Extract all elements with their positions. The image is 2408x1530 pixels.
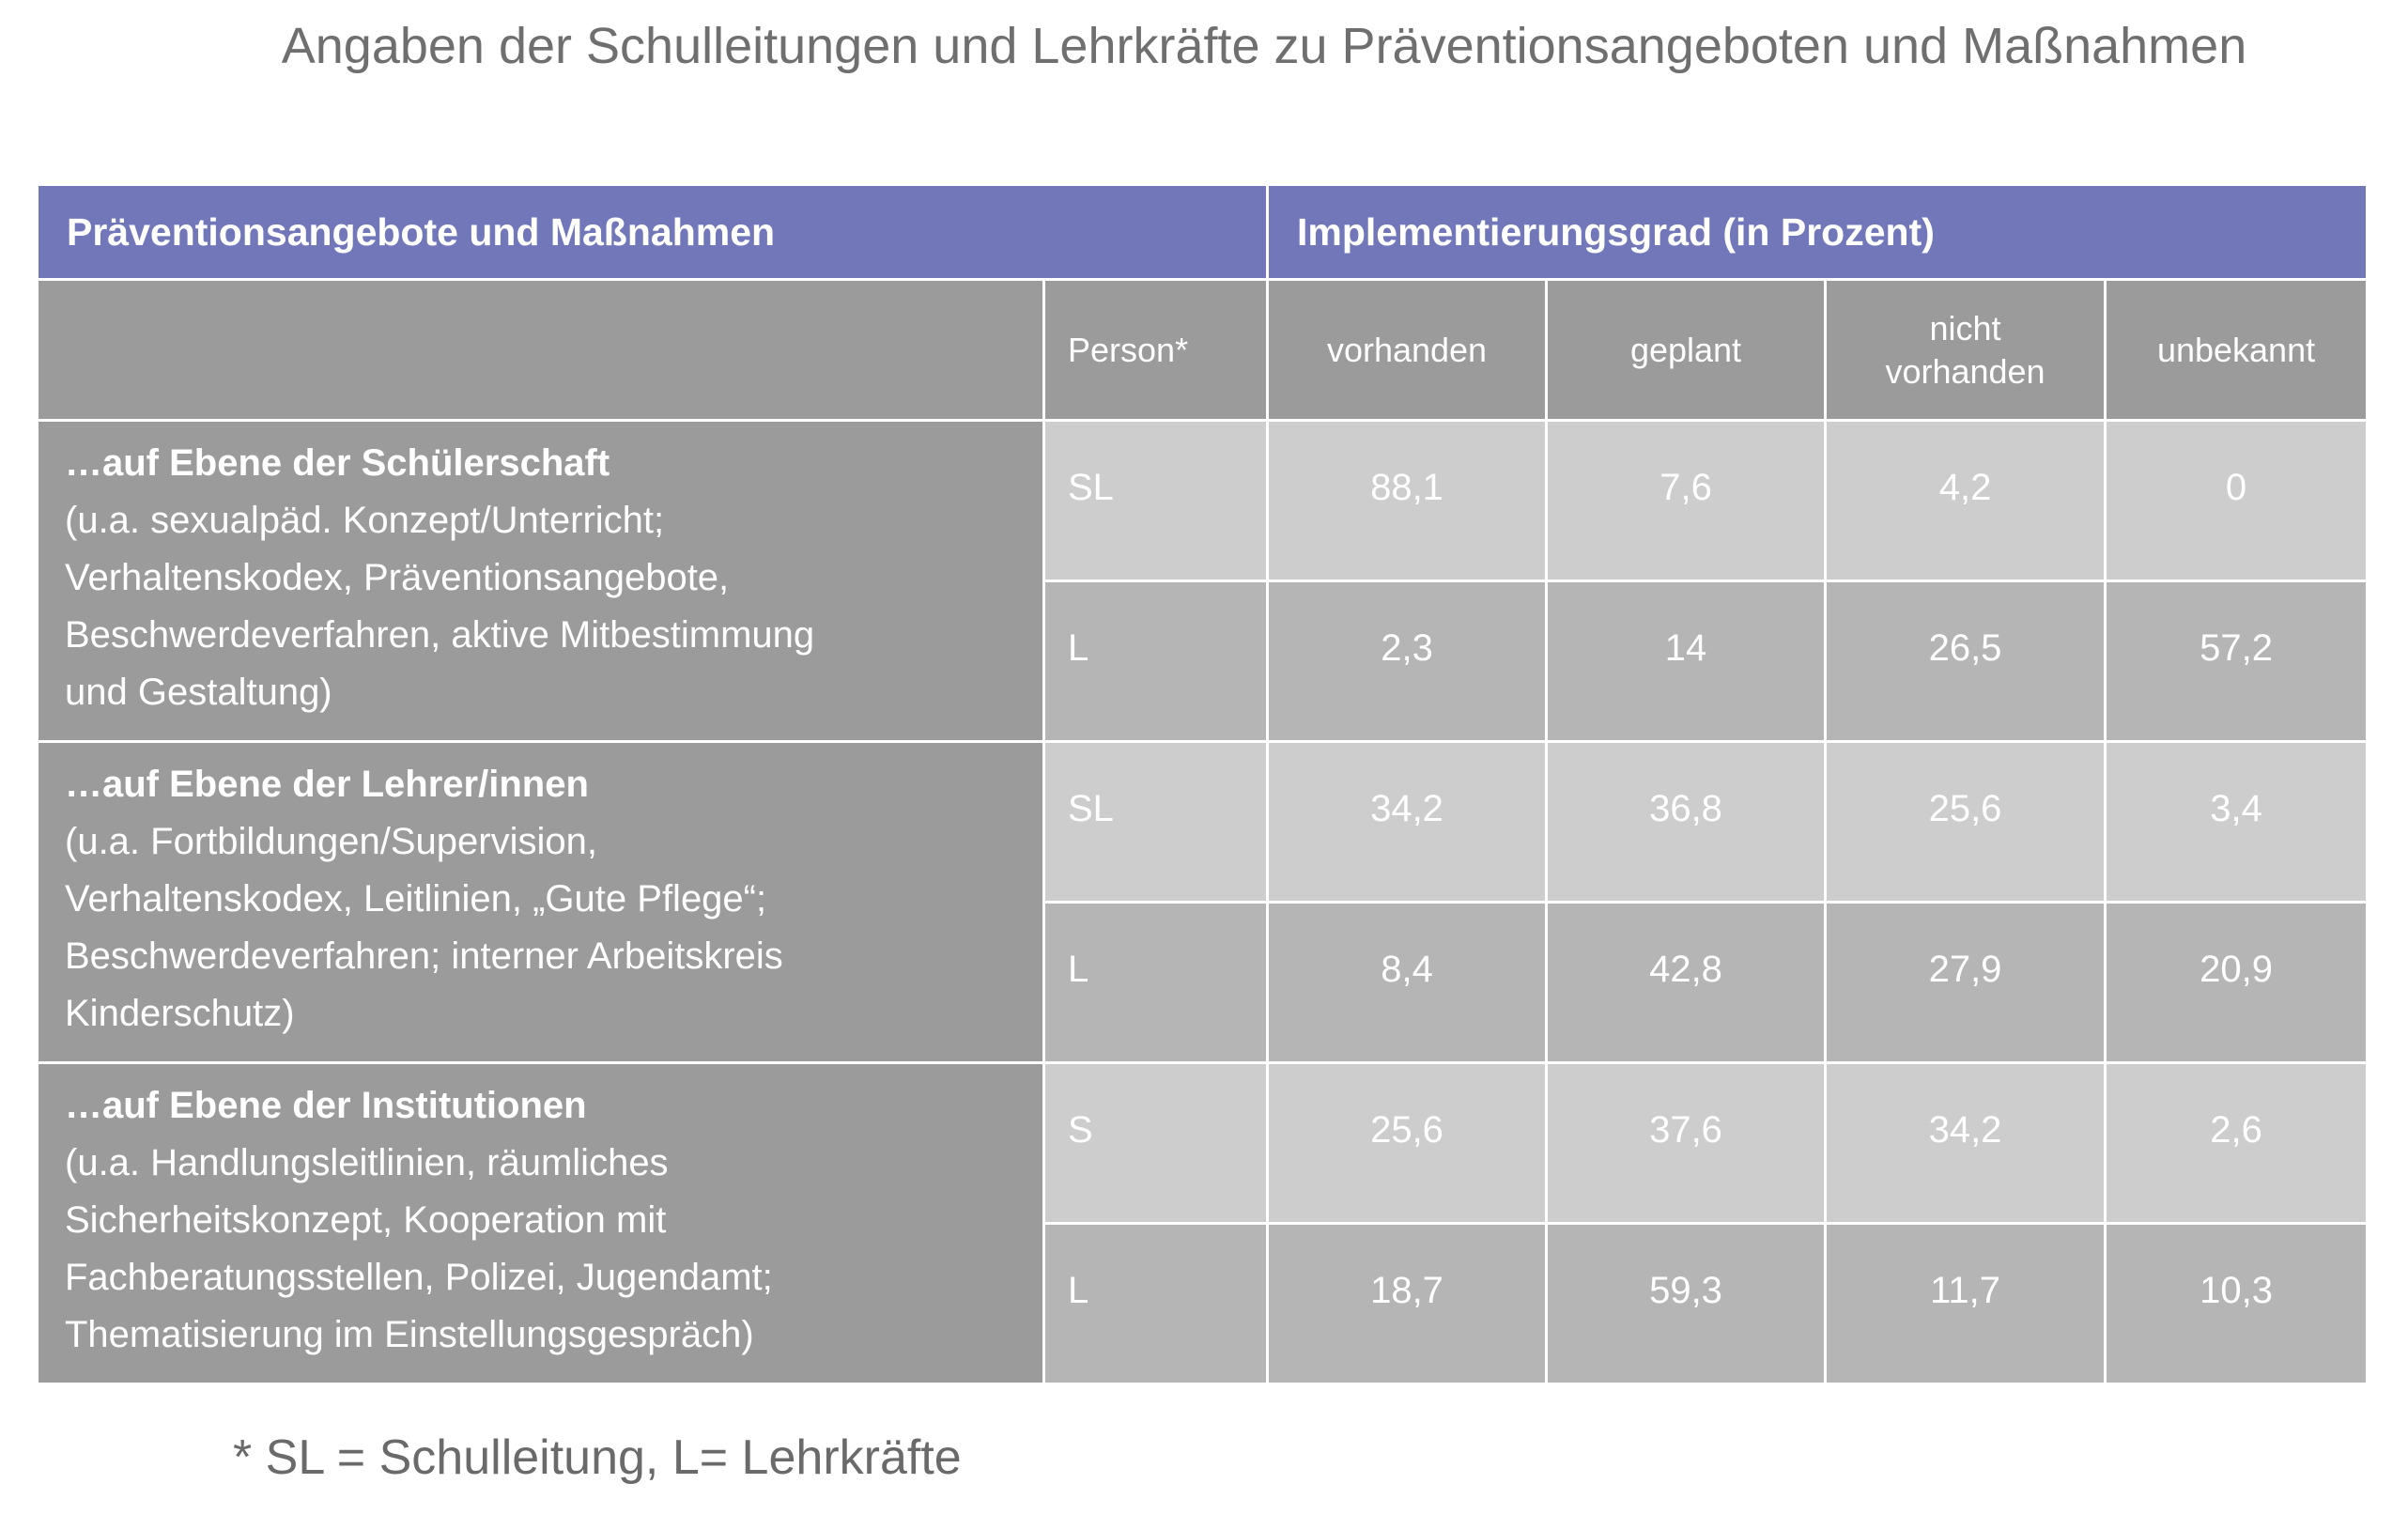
header-cell-implementation: Implementierungsgrad (in Prozent) xyxy=(1266,183,2369,281)
person-cell: S xyxy=(1042,1061,1270,1225)
value-cell: 36,8 xyxy=(1545,740,1828,904)
person-cell: L xyxy=(1042,901,1270,1064)
value-cell: 10,3 xyxy=(2104,1222,2369,1385)
column-header-geplant: geplant xyxy=(1545,278,1828,422)
person-cell: L xyxy=(1042,580,1270,743)
value-cell: 25,6 xyxy=(1824,740,2107,904)
person-cell: SL xyxy=(1042,419,1270,582)
group-title: …auf Ebene der Institutionen xyxy=(65,1085,587,1126)
group-title: …auf Ebene der Lehrer/innen xyxy=(65,764,589,805)
group-title: …auf Ebene der Schülerschaft xyxy=(65,442,610,484)
column-header-unbekannt: unbekannt xyxy=(2104,278,2369,422)
value-cell: 59,3 xyxy=(1545,1222,1828,1385)
column-header-nicht-vorhanden: nicht vorhanden xyxy=(1824,278,2107,422)
value-cell: 8,4 xyxy=(1266,901,1549,1064)
table-row: …auf Ebene der Schülerschaft (u.a. sexua… xyxy=(36,419,2369,743)
header-cell-measures: Präventionsangebote und Maßnahmen xyxy=(35,183,1270,281)
table-row: L 8,4 42,8 27,9 20,9 xyxy=(38,901,2369,1064)
value-cell: 7,6 xyxy=(1545,419,1828,582)
column-header-person: Person* xyxy=(1042,278,1270,422)
value-cell: 11,7 xyxy=(1824,1222,2107,1385)
page-title: Angaben der Schulleitungen und Lehrkräft… xyxy=(281,18,2247,74)
value-cell: 34,2 xyxy=(1266,740,1549,904)
value-cell: 27,9 xyxy=(1824,901,2107,1064)
value-cell: 3,4 xyxy=(2104,740,2369,904)
value-cell: 2,6 xyxy=(2104,1061,2369,1225)
value-cell: 4,2 xyxy=(1824,419,2107,582)
group-details: (u.a. Handlungsleitlinien, räumliches Si… xyxy=(65,1142,773,1355)
value-cell: 26,5 xyxy=(1824,580,2107,743)
person-cell: L xyxy=(1042,1222,1270,1385)
table-header-row: Präventionsangebote und Maßnahmen Implem… xyxy=(35,183,2369,281)
column-header-vorhanden: vorhanden xyxy=(1266,278,1549,422)
value-cell: 0 xyxy=(2104,419,2369,582)
group-details: (u.a. Fortbildungen/Supervision, Verhalt… xyxy=(65,821,783,1034)
value-cell: 14 xyxy=(1545,580,1828,743)
value-cell: 20,9 xyxy=(2104,901,2369,1064)
value-cell: 57,2 xyxy=(2104,580,2369,743)
table-row: L 2,3 14 26,5 57,2 xyxy=(38,580,2369,743)
group-description-schuelerschaft: …auf Ebene der Schülerschaft (u.a. sexua… xyxy=(36,419,1045,743)
group-details: (u.a. sexualpäd. Konzept/Unterricht; Ver… xyxy=(65,500,815,713)
column-header-row: Person* vorhanden geplant nicht vorhande… xyxy=(36,278,2369,422)
person-cell: SL xyxy=(1042,740,1270,904)
group-description-institutionen: …auf Ebene der Institutionen (u.a. Handl… xyxy=(36,1061,1045,1385)
prevention-table: Präventionsangebote und Maßnahmen Implem… xyxy=(35,183,2369,1385)
table-row: …auf Ebene der Institutionen (u.a. Handl… xyxy=(36,1061,2369,1385)
value-cell: 25,6 xyxy=(1266,1061,1549,1225)
group-description-lehrer: …auf Ebene der Lehrer/innen (u.a. Fortbi… xyxy=(36,740,1045,1064)
value-cell: 2,3 xyxy=(1266,580,1549,743)
table-row: L 18,7 59,3 11,7 10,3 xyxy=(38,1222,2369,1385)
column-header-empty xyxy=(36,278,1045,422)
table-row: …auf Ebene der Lehrer/innen (u.a. Fortbi… xyxy=(36,740,2369,1064)
value-cell: 42,8 xyxy=(1545,901,1828,1064)
value-cell: 34,2 xyxy=(1824,1061,2107,1225)
value-cell: 18,7 xyxy=(1266,1222,1549,1385)
value-cell: 37,6 xyxy=(1545,1061,1828,1225)
footnote: * SL = Schulleitung, L= Lehrkräfte xyxy=(233,1430,962,1485)
value-cell: 88,1 xyxy=(1266,419,1549,582)
